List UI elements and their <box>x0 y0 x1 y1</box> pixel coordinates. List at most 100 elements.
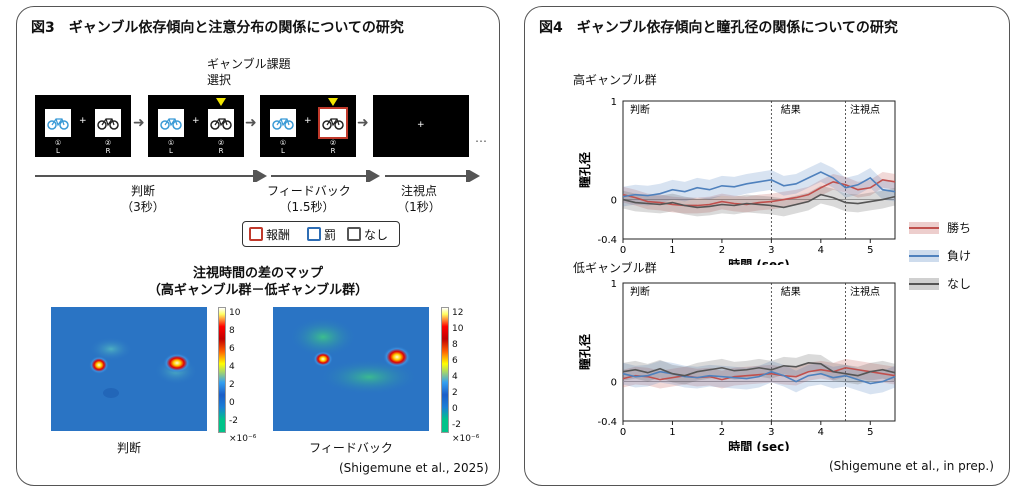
timeline-arrows <box>35 170 480 182</box>
chart-title-high: 高ギャンブル群 <box>573 73 657 87</box>
heatmap-label: フィードバック <box>309 441 393 455</box>
key-left-number: ① <box>54 139 62 147</box>
feedback-legend: 報酬 罰 なし <box>242 221 400 247</box>
bike-card-left <box>45 109 71 137</box>
y-tick-label: -0.4 <box>597 235 617 246</box>
figure4-title: 図4 ギャンブル依存傾向と瞳孔径の関係についての研究 <box>539 20 898 36</box>
colorbar-tick: 0 <box>229 398 235 408</box>
legend-swatch <box>909 250 939 262</box>
colorbar-tick: 4 <box>452 372 458 382</box>
phase-label: 注視点 <box>850 103 880 116</box>
legend-loss: 負け <box>909 247 971 264</box>
figure4-panel: 図4 ギャンブル依存傾向と瞳孔径の関係についての研究 高ギャンブル群 0 1 2 3 4… <box>524 6 1010 486</box>
arrow-right-icon: ➜ <box>357 115 369 131</box>
legend-label: 勝ち <box>947 221 972 235</box>
key-left-letter: L <box>281 147 285 155</box>
colorbar-scale: ×10⁻⁶ <box>452 434 480 444</box>
x-tick-label: 4 <box>818 245 824 256</box>
figure3-title: 図3 ギャンブル依存傾向と注意分布の関係についての研究 <box>31 20 404 36</box>
map-title-line1: 注視時間の差のマップ <box>192 266 323 281</box>
legend-label: なし <box>364 228 389 242</box>
figure4-citation: (Shigemune et al., in prep.) <box>829 459 994 473</box>
colorbar-tick: 10 <box>452 324 464 334</box>
error-band <box>623 360 895 395</box>
phase-name: 注視点 <box>400 184 437 198</box>
error-band <box>623 162 895 207</box>
heatmap-judgment-image <box>89 337 198 398</box>
colorbar-tick: 10 <box>229 308 241 318</box>
selection-marker-icon <box>328 98 338 106</box>
legend-none: なし <box>347 226 388 243</box>
legend-label: 罰 <box>324 228 337 242</box>
bicycle-icon <box>47 118 69 130</box>
phase-label: 結果 <box>781 285 801 298</box>
fixation-plus: + <box>304 116 312 126</box>
legend-label: 報酬 <box>266 228 291 242</box>
screen-fixation: + <box>373 95 469 157</box>
colorbar-scale: ×10⁻⁶ <box>229 434 257 444</box>
bike-card-right <box>208 109 234 137</box>
series-line <box>622 193 896 209</box>
colorbar-tick: 2 <box>452 388 458 398</box>
phase-name: フィードバック <box>267 184 351 198</box>
selection-marker-icon <box>216 98 226 106</box>
legend-reward: 報酬 <box>249 226 290 243</box>
series-line <box>622 370 896 385</box>
x-tick-label: 4 <box>818 427 824 438</box>
map-title-line2: （高ギャンブル群－低ギャンブル群） <box>147 283 369 298</box>
y-tick-label: 0 <box>611 196 617 207</box>
colorbar-tick: 6 <box>229 344 235 354</box>
colorbar-judgment <box>218 307 226 433</box>
chart-title-low: 低ギャンブル群 <box>573 261 657 275</box>
colorbar-tick: 2 <box>229 380 235 390</box>
y-tick-label: -0.4 <box>597 417 617 428</box>
colorbar-tick: 8 <box>229 326 235 336</box>
bike-card-left <box>158 109 184 137</box>
colorbar-tick: 6 <box>452 356 458 366</box>
legend-label: 負け <box>947 249 972 263</box>
x-tick-label: 5 <box>867 427 873 438</box>
x-tick-label: 1 <box>669 245 675 256</box>
arrow-right-icon: ➜ <box>245 115 257 131</box>
colorbar-tick: 4 <box>229 362 235 372</box>
series-line <box>622 171 896 198</box>
bicycle-icon <box>210 118 232 130</box>
y-tick-label: 1 <box>611 97 617 108</box>
error-band <box>623 171 895 214</box>
bicycle-icon <box>272 118 294 130</box>
heatmap-feedback-image <box>289 317 419 395</box>
legend-swatch <box>909 278 939 290</box>
legend-swatch <box>307 227 321 241</box>
legend-swatch <box>909 222 939 234</box>
phase-judgment: 判断 （3秒） <box>113 183 173 215</box>
heatmap-feedback <box>273 307 429 431</box>
colorbar-tick: -2 <box>452 420 461 430</box>
x-axis-label: 時間 (sec) <box>728 439 790 451</box>
choice-label: ギャンブル課題 選択 <box>207 56 291 88</box>
bike-card-feedback <box>318 107 348 139</box>
series-line <box>622 362 896 377</box>
phase-duration: （3秒） <box>121 200 165 214</box>
y-axis-label: 瞳孔径 <box>579 152 592 188</box>
legend-punish: 罰 <box>307 226 336 243</box>
series-line <box>622 366 896 381</box>
plot-frame <box>622 282 896 422</box>
colorbar-tick: -2 <box>229 416 238 426</box>
legend-label: なし <box>947 277 972 291</box>
legend-swatch <box>249 227 263 241</box>
y-tick-label: 0 <box>611 378 617 389</box>
colorbar-feedback <box>441 307 449 433</box>
figure3-panel: 図3 ギャンブル依存傾向と注意分布の関係についての研究 ギャンブル課題 選択 +… <box>16 6 500 486</box>
y-tick-label: 1 <box>611 279 617 290</box>
bike-card-left <box>270 109 296 137</box>
phase-name: 判断 <box>130 184 155 198</box>
fixation-plus: + <box>79 116 87 126</box>
